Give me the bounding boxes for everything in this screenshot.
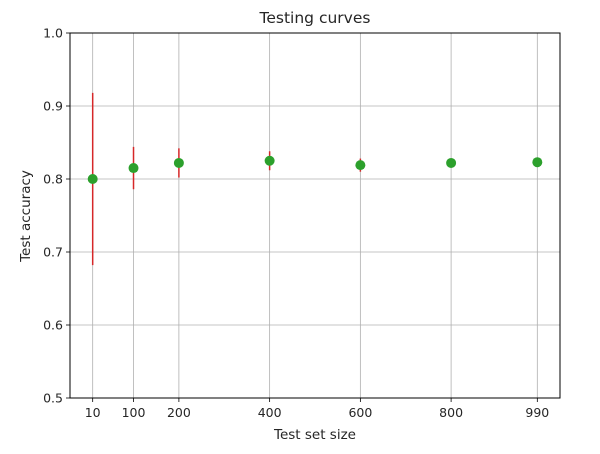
- x-tick-label: 400: [258, 405, 282, 420]
- data-point: [87, 174, 98, 184]
- y-axis-label: Test accuracy: [18, 170, 34, 263]
- data-point: [446, 157, 457, 168]
- plot-area-frame: [69, 32, 561, 399]
- y-tick-label: 0.9: [43, 99, 63, 114]
- chart-title: Testing curves: [259, 9, 371, 27]
- y-tick-label: 0.6: [43, 318, 63, 333]
- data-point: [532, 157, 543, 168]
- x-tick-label: 10: [85, 405, 101, 420]
- x-axis-label: Test set size: [273, 427, 356, 443]
- x-tick-label: 600: [348, 405, 372, 420]
- x-tick-label: 800: [439, 405, 463, 420]
- y-tick-label: 1.0: [43, 26, 63, 41]
- x-tick-label: 990: [525, 405, 549, 420]
- x-tick-label: 200: [167, 405, 191, 420]
- data-point: [173, 157, 184, 168]
- y-tick-label: 0.8: [43, 172, 63, 187]
- y-tick-label: 0.7: [43, 245, 63, 260]
- data-point: [128, 163, 139, 174]
- data-points: [87, 155, 543, 184]
- x-tick-label: 100: [122, 405, 146, 420]
- axis-ticks: 10 100 200 400 600 800 990 0.5 0.6 0.7 0.8 0.9 1.0: [43, 26, 549, 421]
- y-tick-label: 0.5: [43, 391, 63, 406]
- data-point: [264, 155, 275, 166]
- data-point: [355, 160, 366, 171]
